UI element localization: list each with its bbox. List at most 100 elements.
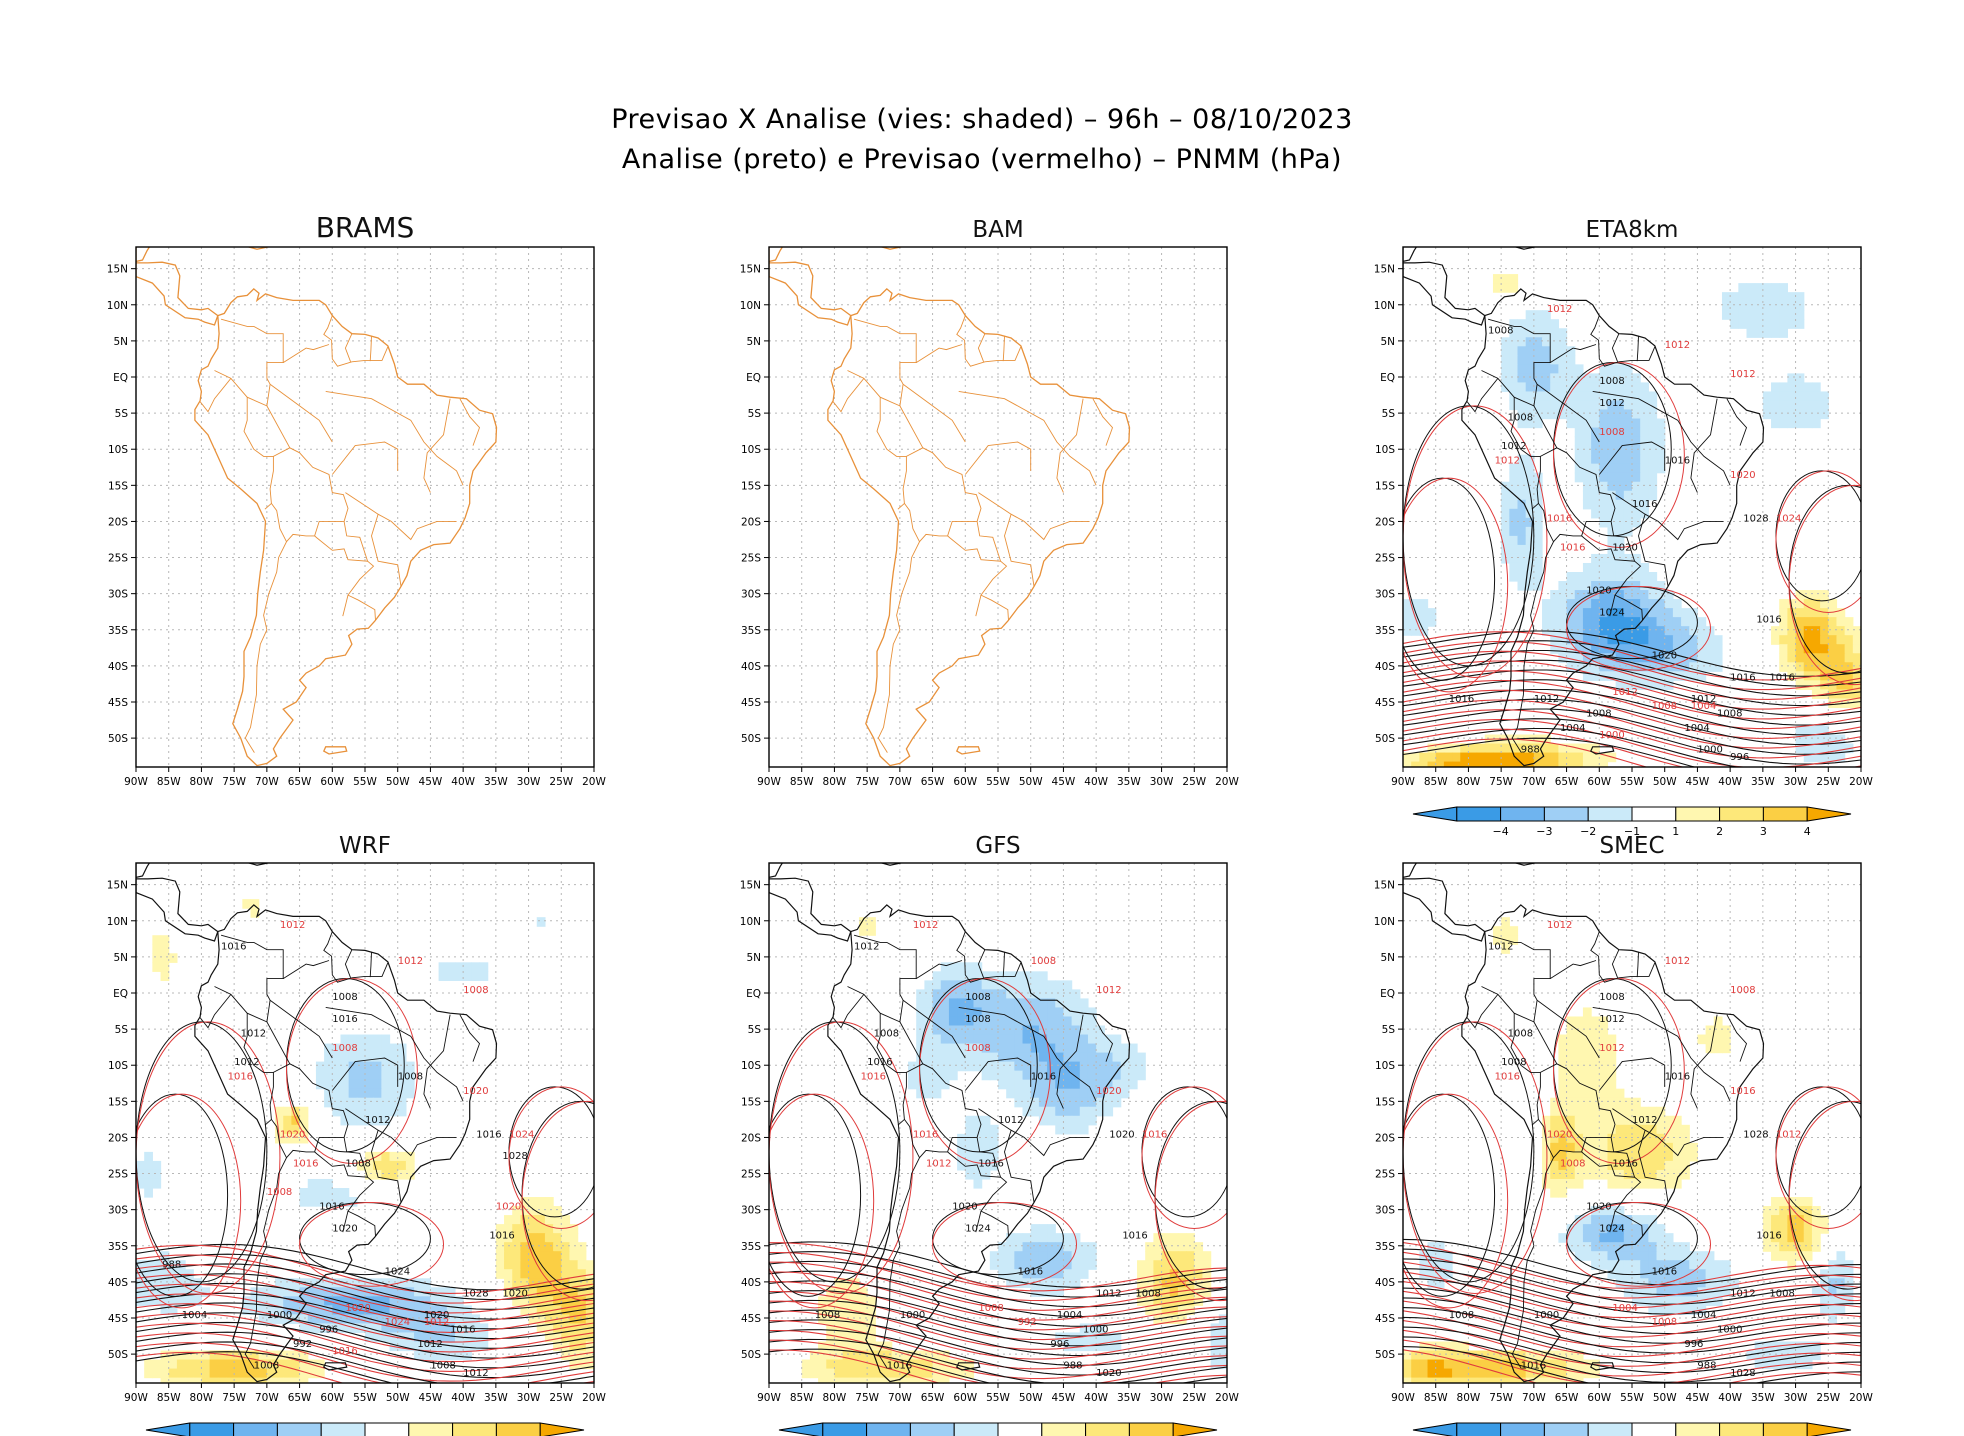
lon-tick-label: 20W [1215, 1392, 1239, 1404]
isobar-label-analysis: 1008 [398, 1072, 423, 1083]
lon-tick-label: 20W [1849, 1392, 1873, 1404]
lat-tick-label: 10N [740, 300, 761, 312]
isobar-label-forecast: 1016 [1495, 1072, 1520, 1083]
lon-tick-label: 85W [790, 776, 814, 788]
coastlines [769, 247, 1131, 767]
isobar-label-analysis: 1012 [365, 1115, 390, 1126]
lon-tick-label: 80W [190, 776, 214, 788]
isobar-label-forecast: 1012 [1547, 304, 1572, 315]
lon-tick-label: 45W [1686, 1392, 1710, 1404]
isobar-label-analysis: 1008 [1508, 1028, 1533, 1039]
lon-tick-label: 30W [517, 1392, 541, 1404]
lon-tick-label: 65W [921, 1392, 945, 1404]
lon-tick-label: 90W [124, 776, 148, 788]
isobar-label-forecast: 1020 [496, 1202, 521, 1213]
lon-tick-label: 20W [582, 1392, 606, 1404]
colorbar-label: −2 [1580, 825, 1596, 838]
isobar-label-analysis: 1016 [1769, 672, 1794, 683]
panel-title: ETA8km [1586, 217, 1679, 243]
lon-tick-label: 55W [986, 776, 1010, 788]
lon-tick-label: 20W [582, 776, 606, 788]
axis-labels: 15N 10N 5N EQ 5S 10S 15S 20S 25S 30S 35S 40S 45S 50S 9… [740, 880, 1240, 1404]
lon-tick-label: 30W [1150, 776, 1174, 788]
isobar-label-analysis: 1012 [1730, 1288, 1755, 1299]
lat-tick-label: 25S [108, 553, 128, 565]
isobar-label-analysis: 1024 [1599, 1223, 1624, 1234]
lon-tick-label: 40W [1084, 776, 1108, 788]
isobar-label-analysis: 1016 [476, 1129, 501, 1140]
lon-tick-label: 35W [1117, 776, 1141, 788]
isobar-label-analysis: 1028 [1730, 1368, 1755, 1379]
isobar-label-analysis: 1020 [1586, 1202, 1611, 1213]
coastlines [769, 863, 1131, 1383]
isobar-label-analysis: 1004 [1691, 1310, 1716, 1321]
lat-tick-label: 15S [741, 480, 761, 492]
lon-tick-label: 25W [1182, 1392, 1206, 1404]
lat-tick-label: 5S [748, 408, 762, 420]
isobar-label-analysis: 1016 [887, 1361, 912, 1372]
isobar-labels: 1012 1008 1008 1008 1016 1016 1012 1016 1020 1024… [815, 920, 1168, 1379]
lat-tick-label: 15N [1374, 264, 1395, 276]
lat-tick-label: EQ [113, 988, 128, 1000]
isobar-label-analysis: 1008 [1586, 708, 1611, 719]
lon-tick-label: 65W [288, 1392, 312, 1404]
isobar-label-analysis: 1012 [1691, 694, 1716, 705]
isobar-label-analysis: 1016 [221, 942, 246, 953]
lon-tick-label: 25W [1182, 776, 1206, 788]
isobar-label-analysis: 1028 [463, 1288, 488, 1299]
lat-tick-label: 5N [113, 336, 128, 348]
isobar-label-forecast: 1012 [398, 956, 423, 967]
axis-labels: 15N 10N 5N EQ 5S 10S 15S 20S 25S 30S 35S 40S 45S 50S 9… [1374, 264, 1874, 788]
isobar-label-analysis: 1000 [1083, 1324, 1108, 1335]
lat-tick-label: 20S [1375, 1132, 1395, 1144]
isobar-label-analysis: 1020 [952, 1202, 977, 1213]
isobar-label-analysis: 1020 [1096, 1368, 1121, 1379]
lon-tick-label: 45W [1686, 776, 1710, 788]
lon-tick-label: 55W [353, 776, 377, 788]
lat-tick-label: 25S [741, 1169, 761, 1181]
isobar-label-analysis: 1008 [1508, 412, 1533, 423]
colorbar-label: −4 [1492, 825, 1508, 838]
lat-tick-label: 5S [1382, 1024, 1396, 1036]
isobar-label-forecast: 1004 [1612, 1303, 1637, 1314]
isobars [1403, 978, 1861, 1383]
coastlines [1403, 247, 1765, 767]
lon-tick-label: 70W [255, 776, 279, 788]
lon-tick-label: 45W [419, 776, 443, 788]
isobar-label-analysis: 1012 [463, 1368, 488, 1379]
grid-lines [769, 247, 1227, 767]
isobar-label-analysis: 1012 [417, 1339, 442, 1350]
isobar-label-analysis: 1012 [1096, 1288, 1121, 1299]
lon-tick-label: 25W [549, 776, 573, 788]
lon-tick-label: 90W [124, 1392, 148, 1404]
isobar-label-forecast: 1000 [1599, 730, 1624, 741]
isobar-label-analysis: 1016 [1665, 1072, 1690, 1083]
lat-tick-label: 5S [115, 408, 129, 420]
isobar-label-forecast: 1024 [509, 1129, 534, 1140]
lon-tick-label: 35W [1751, 776, 1775, 788]
lat-tick-label: 15S [108, 480, 128, 492]
lat-tick-label: 5N [1380, 952, 1395, 964]
isobar-label-analysis: 996 [1730, 752, 1749, 763]
lon-tick-label: 60W [1587, 1392, 1611, 1404]
lon-tick-label: 85W [157, 1392, 181, 1404]
lat-tick-label: 35S [108, 1241, 128, 1253]
map-panel-eta8km: ETA8km1008100810081012101210161016102010… [1374, 217, 1874, 838]
title-line-1: Previsao X Analise (vies: shaded) – 96h … [611, 104, 1353, 135]
isobar-label-analysis: 1012 [1534, 694, 1559, 705]
isobar-label-analysis: 1008 [815, 1310, 840, 1321]
lat-tick-label: 10N [107, 916, 128, 928]
lon-tick-label: 30W [517, 776, 541, 788]
lat-tick-label: 30S [1375, 589, 1395, 601]
lon-tick-label: 80W [1457, 1392, 1481, 1404]
lat-tick-label: 10S [741, 1060, 761, 1072]
isobar-label-analysis: 1028 [502, 1151, 527, 1162]
lon-tick-label: 20W [1215, 776, 1239, 788]
isobar-labels: 1012 1008 1008 1012 1008 1016 1012 1016 1020 1024… [1449, 920, 1802, 1379]
lon-tick-label: 90W [1391, 776, 1415, 788]
isobar-label-forecast: 1012 [424, 1317, 449, 1328]
lat-tick-label: 10S [1375, 1060, 1395, 1072]
lon-tick-label: 75W [1489, 776, 1513, 788]
isobar-label-analysis: 1016 [1612, 1158, 1637, 1169]
lat-tick-label: 35S [1375, 625, 1395, 637]
